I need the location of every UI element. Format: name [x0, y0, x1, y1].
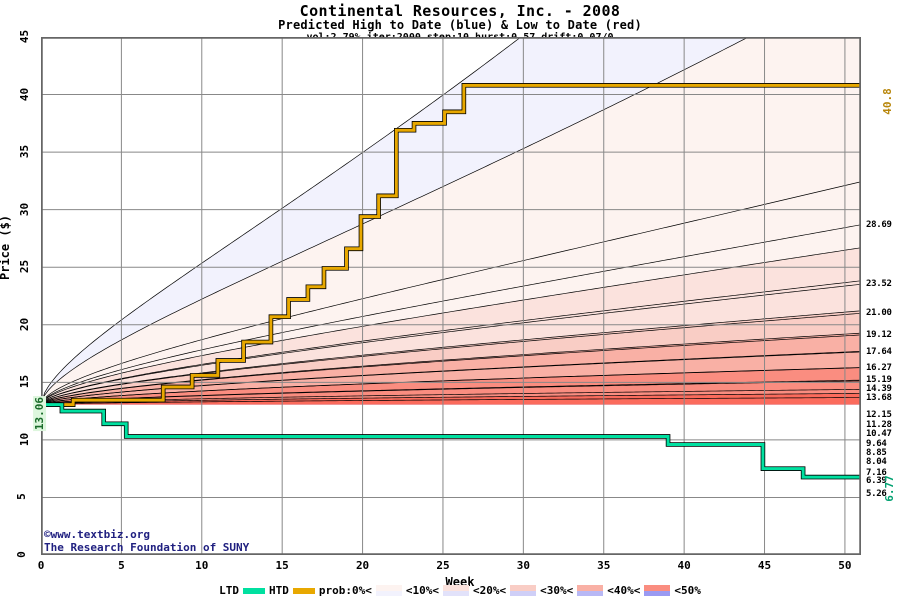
y-tick-label: 5 — [14, 493, 28, 501]
legend-htd-swatch — [292, 587, 315, 594]
x-tick-label: 50 — [838, 559, 852, 572]
y-tick-label: 15 — [18, 375, 32, 389]
ltd-end-value-label: 6.77 — [882, 475, 896, 502]
right-value-label: 8.85 — [866, 448, 887, 459]
x-tick-label: 0 — [37, 559, 45, 572]
x-tick-label: 20 — [355, 559, 370, 572]
legend-probability-swatch — [577, 585, 604, 596]
right-value-label: 28.69 — [866, 219, 892, 230]
y-tick-label: 45 — [18, 29, 32, 44]
legend-probability-swatch — [510, 585, 537, 596]
x-tick-label: 30 — [516, 559, 530, 572]
right-value-label: 15.19 — [866, 375, 892, 386]
plot-area — [41, 37, 861, 555]
credit-organization: The Research Foundation of SUNY — [44, 541, 250, 554]
legend-band-group: <10%< <20%< <30%< <40%< <50% — [375, 584, 704, 597]
right-value-label: 13.68 — [866, 392, 892, 403]
y-tick-label: 40 — [18, 87, 32, 101]
y-tick-label: 25 — [18, 260, 32, 274]
x-tick-label: 25 — [436, 559, 450, 572]
right-value-label: 12.15 — [866, 410, 892, 421]
right-value-label: 11.28 — [866, 420, 892, 431]
right-value-label: 9.64 — [866, 439, 887, 450]
legend-probability-swatch — [375, 585, 402, 596]
right-value-label: 10.47 — [866, 429, 892, 440]
series-htd — [41, 83, 861, 407]
legend-band-label: <20%< — [472, 584, 507, 597]
x-tick-label: 45 — [757, 559, 772, 572]
right-value-label: 17.64 — [866, 346, 892, 357]
legend-prob-label: prob:0%< — [318, 584, 372, 597]
chart-legend: LTD HTD prob:0%< <10%< <20%< <30%< <40%< <50… — [0, 584, 920, 597]
y-tick-label: 10 — [18, 432, 32, 446]
right-value-label: 19.12 — [866, 329, 892, 340]
right-value-label: 6.39 — [866, 476, 887, 487]
y-tick-label: 20 — [18, 317, 32, 331]
legend-band-label: <30%< — [540, 584, 574, 597]
series-ltd — [41, 402, 861, 480]
right-value-label: 16.27 — [866, 362, 892, 373]
y-tick-label: 0 — [14, 551, 28, 558]
legend-ltd-label: LTD — [219, 584, 239, 597]
x-tick-label: 15 — [275, 559, 289, 572]
y-tick-label: 30 — [18, 202, 32, 216]
legend-htd-label: HTD — [269, 584, 289, 597]
legend-probability-swatch — [644, 585, 671, 596]
htd-end-value-label: 40.8 — [880, 88, 894, 115]
page-title: Continental Resources, Inc. - 2008 — [299, 2, 621, 20]
legend-ltd-swatch — [243, 587, 265, 594]
right-value-label: 7.16 — [866, 467, 887, 478]
right-value-label: 8.04 — [866, 457, 887, 468]
legend-band-label: <40%< — [607, 584, 641, 597]
x-tick-label: 10 — [195, 559, 209, 572]
x-tick-label: 35 — [597, 559, 611, 572]
x-tick-label: 5 — [118, 559, 125, 572]
chart-subtitle: Predicted High to Date (blue) & Low to D… — [278, 18, 642, 32]
right-value-label: 5.26 — [866, 489, 887, 500]
legend-probability-swatch — [442, 585, 469, 596]
right-value-label: 21.00 — [866, 308, 892, 319]
legend-band-label: <10%< — [405, 584, 439, 597]
credit-block: ©www.textbiz.org The Research Foundation… — [44, 528, 249, 554]
right-value-label: 23.52 — [866, 279, 892, 290]
y-tick-label: 35 — [18, 144, 32, 159]
legend-band-label: <50% — [674, 584, 701, 597]
credit-website: ©www.textbiz.org — [44, 528, 150, 541]
start-price-label: 13.06 — [33, 395, 47, 432]
right-value-label: 14.39 — [866, 384, 892, 395]
y-axis-label: Price ($) — [0, 214, 12, 280]
x-tick-label: 40 — [677, 559, 691, 572]
